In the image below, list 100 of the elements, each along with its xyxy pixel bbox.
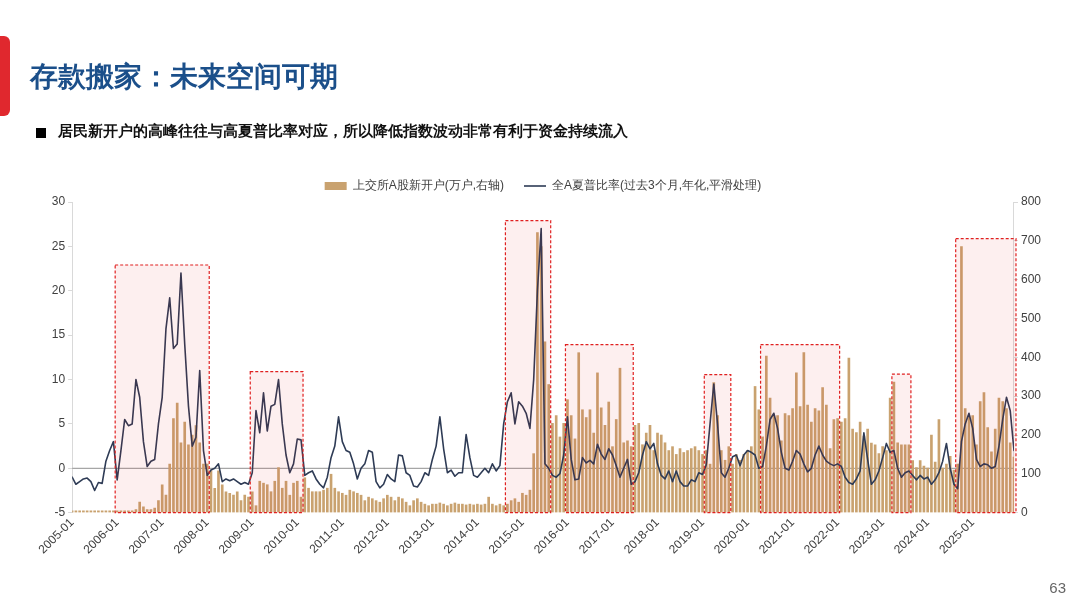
bar <box>457 503 460 513</box>
bar <box>93 510 96 513</box>
y-tick-label: -5 <box>54 504 66 519</box>
bar <box>235 491 239 513</box>
bar <box>412 500 415 513</box>
bar <box>918 460 922 513</box>
bar <box>881 446 884 513</box>
bar <box>183 421 187 513</box>
y2-tick-label: 600 <box>1020 271 1042 286</box>
bar <box>310 491 314 513</box>
bar <box>971 415 975 513</box>
bar <box>160 484 164 513</box>
bar <box>461 503 464 513</box>
y-tick-label: 30 <box>51 194 66 209</box>
bar <box>138 501 142 513</box>
bar <box>637 423 641 513</box>
y2-tick-label: 200 <box>1020 427 1042 442</box>
bar <box>607 401 611 513</box>
bar <box>431 503 434 513</box>
bar <box>232 494 235 513</box>
bar <box>382 498 385 513</box>
bar <box>352 491 355 513</box>
y-tick-label: 25 <box>51 238 66 253</box>
bar <box>371 498 374 513</box>
bar <box>900 444 903 513</box>
bar <box>318 491 322 513</box>
bar <box>295 480 299 513</box>
bar <box>596 372 599 513</box>
bar <box>840 421 843 513</box>
bar <box>175 402 179 513</box>
bar <box>442 503 445 513</box>
bar <box>258 480 262 513</box>
bar <box>671 446 674 513</box>
bar <box>217 470 220 513</box>
bar <box>476 503 479 513</box>
bar <box>506 503 509 513</box>
y-tick-label: 0 <box>58 460 66 475</box>
bar <box>746 450 749 513</box>
bar <box>930 434 933 513</box>
y-tick-label: 20 <box>51 283 66 298</box>
bar <box>340 492 344 513</box>
y-tick-label: 10 <box>51 371 66 386</box>
bar <box>795 372 798 513</box>
y-tick-label: 15 <box>51 327 66 342</box>
y2-tick-label: 700 <box>1020 233 1042 248</box>
bar <box>487 496 490 513</box>
bar <box>656 432 659 513</box>
bar <box>821 387 824 513</box>
legend-label: 上交所A股新开户(万户,右轴) <box>352 178 505 193</box>
y2-tick-label: 500 <box>1020 310 1042 325</box>
bar <box>682 452 686 513</box>
y2-tick-label: 400 <box>1020 349 1042 364</box>
y2-tick-label: 800 <box>1020 194 1042 209</box>
bar <box>401 498 404 513</box>
bar <box>446 505 449 513</box>
bar <box>82 510 85 513</box>
bar <box>472 504 475 513</box>
bar <box>277 467 280 513</box>
bar <box>337 491 340 513</box>
bar <box>577 352 581 513</box>
bar <box>554 415 558 513</box>
bar <box>659 434 663 513</box>
legend-label: 全A夏普比率(过去3个月,年化,平滑处理) <box>552 178 762 193</box>
bar <box>427 505 430 513</box>
bar <box>701 454 704 513</box>
bar <box>764 355 768 513</box>
text: 63 <box>1049 579 1066 596</box>
y-tick-label: 5 <box>58 416 66 431</box>
bar <box>243 494 247 513</box>
chart-title: 存款搬家：未来空间可期 <box>30 60 338 94</box>
bar <box>416 498 419 513</box>
y2-tick-label: 0 <box>1020 504 1028 519</box>
bar <box>689 448 693 513</box>
bar <box>265 484 269 513</box>
bar <box>348 489 352 513</box>
bar <box>78 510 81 513</box>
bar <box>727 446 731 513</box>
bar <box>228 492 232 513</box>
bar <box>292 482 295 513</box>
chart-subtitle: 居民新开户的高峰往往与高夏普比率对应，所以降低指数波动非常有利于资金持续流入 <box>58 122 628 141</box>
bar <box>960 246 963 513</box>
bar <box>502 505 505 513</box>
bar <box>145 509 149 513</box>
bar <box>686 450 689 513</box>
bar <box>250 491 254 513</box>
bar <box>734 454 738 513</box>
bar <box>108 510 111 513</box>
bar <box>97 510 100 513</box>
bar <box>836 418 839 513</box>
bar <box>262 482 265 513</box>
bar <box>386 494 389 513</box>
y2-tick-label: 300 <box>1020 388 1042 403</box>
bar <box>355 492 359 513</box>
bar <box>367 496 370 513</box>
bar <box>397 496 400 513</box>
bar <box>742 454 746 513</box>
bar <box>776 415 779 513</box>
bar <box>524 494 528 513</box>
bar <box>697 450 701 513</box>
bar <box>521 492 524 513</box>
